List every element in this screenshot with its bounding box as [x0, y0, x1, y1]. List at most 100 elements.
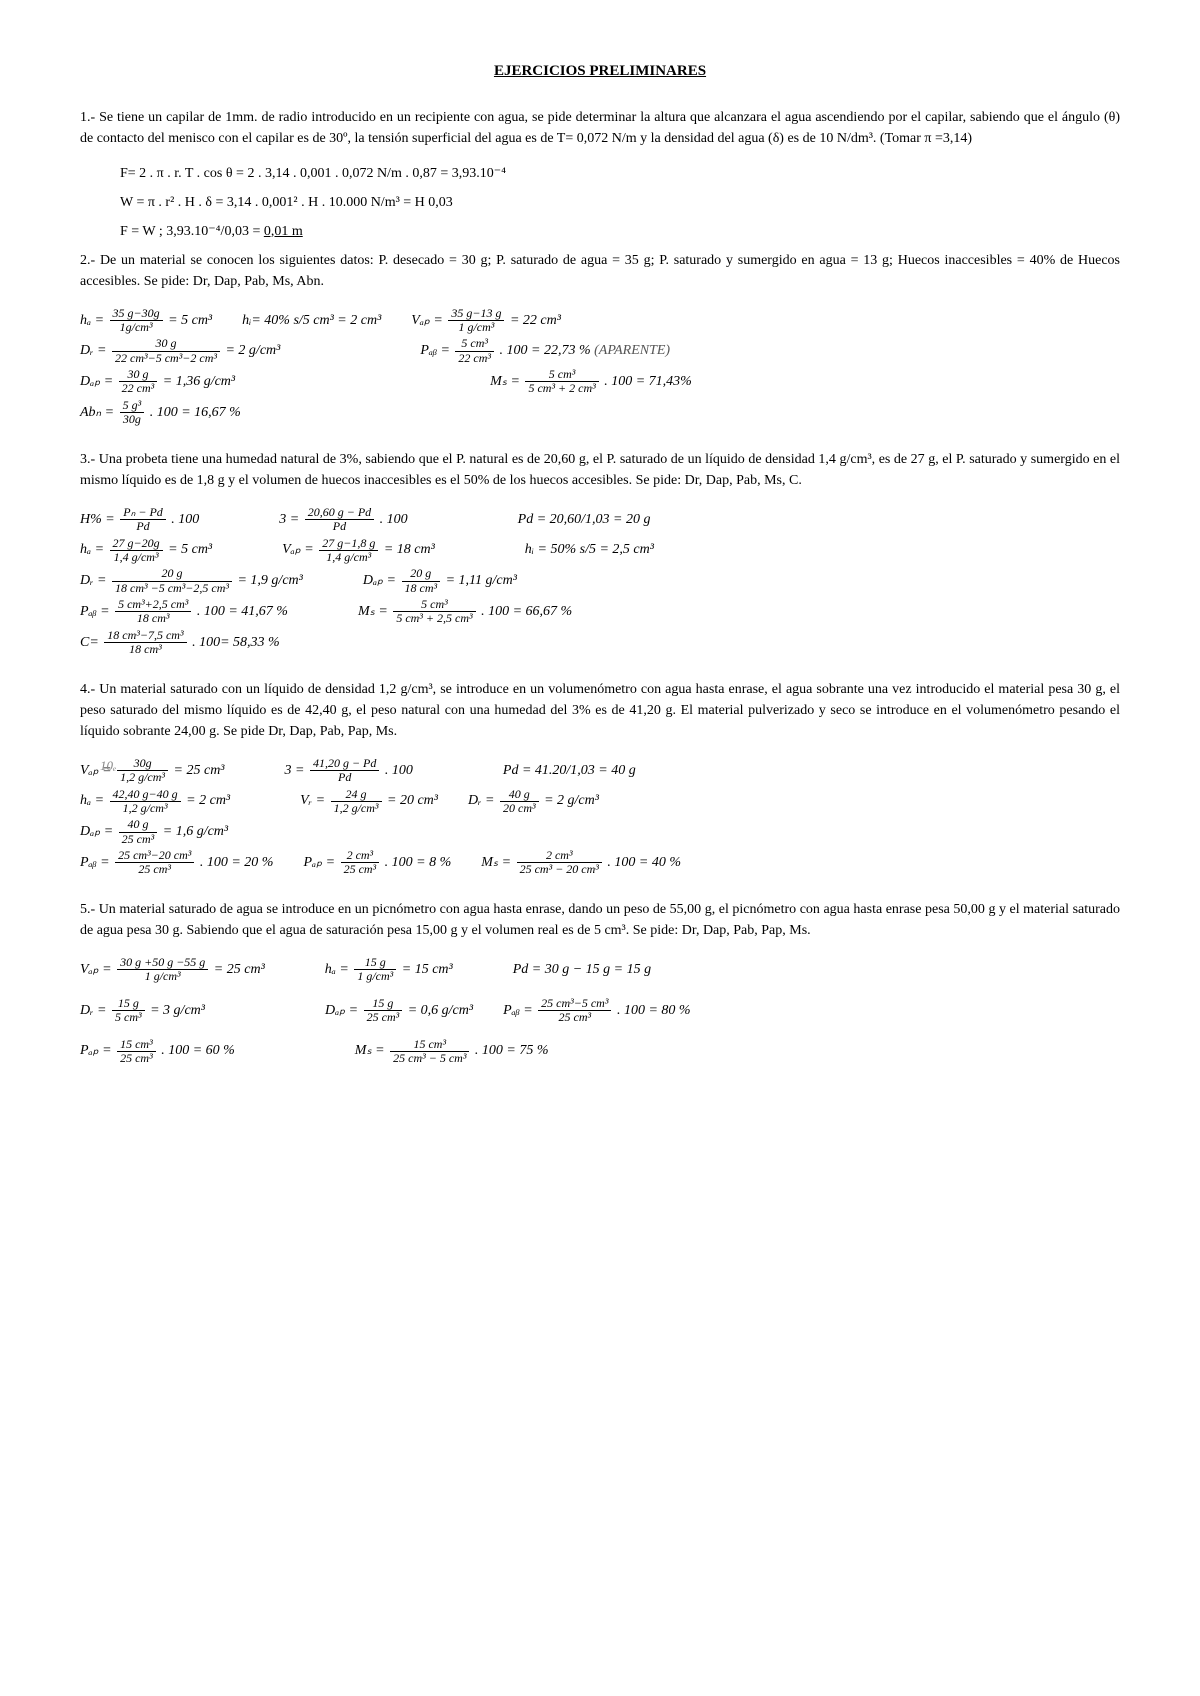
p4-dr-num: 40 g	[500, 788, 539, 802]
p5-vap-res: = 25 cm³	[214, 962, 265, 977]
p4-dr-label: Dᵣ =	[468, 793, 495, 808]
p4-h3-res: . 100	[385, 763, 413, 778]
p2-pab-num: 5 cm³	[455, 337, 494, 351]
p3-h3-res: . 100	[380, 512, 408, 527]
p2-ms-label: Mₛ =	[490, 374, 520, 389]
p5-ha-num: 15 g	[354, 956, 396, 970]
p3-pab-num: 5 cm³+2,5 cm³	[115, 598, 191, 612]
p2-calcs: hₐ = 35 g−30g1g/cm³ = 5 cm³ hᵢ= 40% s/5 …	[80, 306, 1120, 429]
p5-vap-den: 1 g/cm³	[117, 970, 208, 983]
p3-vap-res: = 18 cm³	[384, 542, 435, 557]
p3-dap-num: 20 g	[402, 567, 441, 581]
p4-vap-num: 30g	[117, 757, 168, 771]
p3-pab-den: 18 cm³	[115, 612, 191, 625]
p3-h3-den: Pd	[305, 520, 374, 533]
p5-calcs: Vₐₚ = 30 g +50 g −55 g1 g/cm³ = 25 cm³ h…	[80, 955, 1120, 1067]
p4-vap-den: 1,2 g/cm³	[117, 771, 168, 784]
p4-pab-label: Pₐᵦ =	[80, 855, 110, 870]
p5-pap-label: Pₐₚ =	[80, 1043, 112, 1058]
p2-dap-label: Dₐₚ =	[80, 374, 113, 389]
p4-dr-den: 20 cm³	[500, 802, 539, 815]
p2-pab-label: Pₐᵦ =	[420, 343, 450, 358]
p5-pap-den: 25 cm³	[117, 1052, 156, 1065]
p4-pap-den: 25 cm³	[341, 863, 380, 876]
p5-pab-den: 25 cm³	[538, 1011, 611, 1024]
p3-dr-label: Dᵣ =	[80, 573, 107, 588]
p5-dap-label: Dₐₚ =	[325, 1003, 358, 1018]
p5-pap-res: . 100 = 60 %	[161, 1043, 235, 1058]
p4-h3-den: Pd	[310, 771, 379, 784]
p4-dap-den: 25 cm³	[119, 833, 158, 846]
p5-ms-num: 15 cm³	[390, 1038, 469, 1052]
p3-c-den: 18 cm³	[104, 643, 186, 656]
problem-5-text: 5.- Un material saturado de agua se intr…	[80, 899, 1120, 941]
p3-h3-num: 20,60 g − Pd	[305, 506, 374, 520]
p2-abn-res: . 100 = 16,67 %	[150, 405, 241, 420]
p3-ha-den: 1,4 g/cm³	[110, 551, 163, 564]
p5-pab-label: Pₐᵦ =	[503, 1003, 533, 1018]
p3-hi: hᵢ = 50% s/5 = 2,5 cm³	[525, 535, 654, 566]
p4-pap-label: Pₐₚ =	[303, 855, 335, 870]
p3-pab-res: . 100 = 41,67 %	[197, 604, 288, 619]
p5-pab-num: 25 cm³−5 cm³	[538, 997, 611, 1011]
p4-dap-num: 40 g	[119, 818, 158, 832]
p4-ha-res: = 2 cm³	[186, 793, 230, 808]
p4-ms-label: Mₛ =	[481, 855, 511, 870]
p5-dr-res: = 3 g/cm³	[150, 1003, 205, 1018]
p3-dr-num: 20 g	[112, 567, 232, 581]
p2-abn-label: Abₙ =	[80, 405, 114, 420]
p4-dap-res: = 1,6 g/cm³	[163, 824, 228, 839]
p5-dr-label: Dᵣ =	[80, 1003, 107, 1018]
p4-dap-label: Dₐₚ =	[80, 824, 113, 839]
p2-ha-res: = 5 cm³	[168, 313, 212, 328]
p2-vap-res: = 22 cm³	[510, 313, 561, 328]
p5-ms-label: Mₛ =	[355, 1043, 385, 1058]
p5-dap-res: = 0,6 g/cm³	[408, 1003, 473, 1018]
p3-h-num: Pₙ − Pd	[120, 506, 166, 520]
p2-aparente-note: (APARENTE)	[594, 343, 670, 358]
p4-pd: Pd = 41.20/1,03 = 40 g	[503, 756, 636, 787]
p1-line-2: W = π . r² . H . δ = 3,14 . 0,001² . H .…	[120, 192, 1120, 213]
p4-pap-num: 2 cm³	[341, 849, 380, 863]
p2-vap-num: 35 g−13 g	[448, 307, 504, 321]
p3-ms-res: . 100 = 66,67 %	[481, 604, 572, 619]
p5-pab-res: . 100 = 80 %	[617, 1003, 691, 1018]
p3-dr-res: = 1,9 g/cm³	[237, 573, 302, 588]
p3-ha-res: = 5 cm³	[168, 542, 212, 557]
p3-h-den: Pd	[120, 520, 166, 533]
p5-vap-label: Vₐₚ =	[80, 962, 112, 977]
p3-c-num: 18 cm³−7,5 cm³	[104, 629, 186, 643]
p3-c-label: C=	[80, 635, 99, 650]
p5-pap-num: 15 cm³	[117, 1038, 156, 1052]
p3-vap-num: 27 g−1,8 g	[319, 537, 378, 551]
p4-vr-res: = 20 cm³	[387, 793, 438, 808]
p3-vap-den: 1,4 g/cm³	[319, 551, 378, 564]
p5-ms-den: 25 cm³ − 5 cm³	[390, 1052, 469, 1065]
p3-h3-label: 3 =	[279, 512, 299, 527]
p3-dr-den: 18 cm³ −5 cm³−2,5 cm³	[112, 582, 232, 595]
p4-h3-num: 41,20 g − Pd	[310, 757, 379, 771]
p4-ha-den: 1,2 g/cm³	[110, 802, 181, 815]
margin-note-10e: 10ₑ	[100, 756, 116, 776]
p2-pab-den: 22 cm³	[455, 352, 494, 365]
p3-ha-label: hₐ =	[80, 542, 104, 557]
p2-vap-label: Vₐₚ =	[411, 313, 443, 328]
p3-dap-res: = 1,11 g/cm³	[446, 573, 517, 588]
problem-2-text: 2.- De un material se conocen los siguie…	[80, 250, 1120, 292]
p5-ha-den: 1 g/cm³	[354, 970, 396, 983]
p3-dap-den: 18 cm³	[402, 582, 441, 595]
p2-ms-res: . 100 = 71,43%	[604, 374, 692, 389]
p3-ms-label: Mₛ =	[358, 604, 388, 619]
p3-pab-label: Pₐᵦ =	[80, 604, 110, 619]
p3-h-label: H% =	[80, 512, 115, 527]
p3-ms-num: 5 cm³	[393, 598, 475, 612]
p2-hi: hᵢ= 40% s/5 cm³ = 2 cm³	[242, 306, 381, 337]
p3-ha-num: 27 g−20g	[110, 537, 163, 551]
problem-1-text: 1.- Se tiene un capilar de 1mm. de radio…	[80, 107, 1120, 149]
p2-ms-num: 5 cm³	[525, 368, 598, 382]
p4-vr-label: Vᵣ =	[300, 793, 325, 808]
p4-ha-num: 42,40 g−40 g	[110, 788, 181, 802]
p1-line-3: F = W ; 3,93.10⁻⁴/0,03 = 0,01 m	[120, 221, 1120, 242]
p4-ms-num: 2 cm³	[517, 849, 602, 863]
p3-dap-label: Dₐₚ =	[363, 573, 396, 588]
